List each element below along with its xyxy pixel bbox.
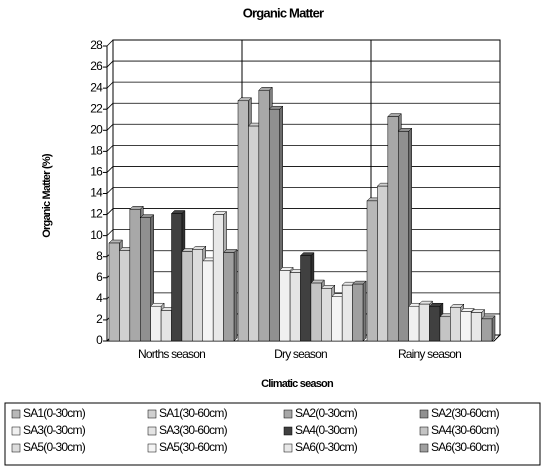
bar-side <box>362 280 367 342</box>
y-tick-label: 0 <box>96 333 103 347</box>
legend-label: SA3(0-30cm) <box>23 423 86 437</box>
legend-swatch <box>419 443 429 453</box>
bar <box>341 284 353 342</box>
bar <box>212 214 224 342</box>
bar <box>439 316 451 342</box>
legend-label: SA2(30-60cm) <box>431 406 500 420</box>
y-tick-label: 20 <box>90 122 103 136</box>
bar <box>119 250 131 342</box>
bar <box>108 242 120 342</box>
legend-swatch <box>283 426 293 436</box>
bar <box>352 283 364 342</box>
y-tick-label: 8 <box>96 249 103 263</box>
bar <box>289 272 301 342</box>
bar-side <box>233 248 238 342</box>
grid-line-floor <box>106 145 114 152</box>
y-tick-label: 6 <box>96 270 103 284</box>
bar <box>481 318 493 342</box>
y-tick-label: 18 <box>90 144 103 158</box>
grid-line-floor <box>106 208 114 215</box>
bar <box>366 200 378 342</box>
bar <box>377 185 389 342</box>
legend-label: SA5(30-60cm) <box>159 440 228 454</box>
legend-label: SA1(30-60cm) <box>159 406 228 420</box>
bar <box>310 282 322 342</box>
legend-label: SA2(0-30cm) <box>295 406 358 420</box>
bar <box>279 270 291 342</box>
x-tick-label: Rainy season <box>398 347 461 361</box>
y-tick-label: 28 <box>90 38 103 52</box>
legend-swatch <box>11 426 21 436</box>
bar <box>181 251 193 342</box>
y-tick-label: 4 <box>96 291 103 305</box>
legend-box <box>4 402 541 466</box>
bar <box>418 303 430 342</box>
bar <box>387 116 399 342</box>
bar <box>331 296 343 342</box>
legend-swatch <box>419 409 429 419</box>
bar-side <box>491 315 496 342</box>
bar <box>140 217 151 342</box>
x-tick-label: Dry season <box>274 347 327 361</box>
bar <box>300 255 312 342</box>
legend-swatch <box>283 443 293 453</box>
bar <box>150 305 162 342</box>
y-tick-label: 10 <box>90 228 103 242</box>
bar <box>202 260 214 342</box>
bar <box>248 125 260 342</box>
x-tick-label: Norths season <box>138 347 205 361</box>
y-tick-label: 16 <box>90 165 103 179</box>
legend-swatch <box>283 409 293 419</box>
legend-swatch <box>147 426 157 436</box>
bar <box>160 310 172 342</box>
grid-line-floor <box>106 60 114 68</box>
grid-line-floor <box>106 81 114 89</box>
bar <box>192 249 203 342</box>
legend-swatch <box>147 443 157 453</box>
x-axis-title: Climatic season <box>261 378 334 390</box>
legend-swatch <box>11 443 21 453</box>
grid-line-floor <box>106 124 114 131</box>
y-tick-label: 14 <box>90 186 103 200</box>
y-tick-label: 26 <box>90 59 103 73</box>
y-tick-label: 24 <box>90 80 103 94</box>
legend-swatch <box>419 426 429 436</box>
grid-line-floor <box>106 229 114 236</box>
bar <box>237 100 249 342</box>
bar <box>398 131 409 342</box>
legend-label: SA5(0-30cm) <box>23 440 86 454</box>
legend-swatch <box>147 409 157 419</box>
bar <box>470 312 482 342</box>
bar <box>129 209 141 342</box>
legend-label: SA3(30-60cm) <box>159 423 228 437</box>
y-tick-label: 22 <box>90 101 103 115</box>
legend-label: SA6(30-60cm) <box>431 440 500 454</box>
grid-line-floor <box>106 102 114 110</box>
bar <box>171 213 183 342</box>
bar <box>223 252 235 342</box>
bar <box>321 288 333 342</box>
grid-line-floor <box>106 166 114 173</box>
bar <box>258 90 270 342</box>
y-axis-title: Organic Matter (%) <box>41 153 53 238</box>
bar <box>408 305 420 342</box>
bar <box>450 307 462 342</box>
legend-label: SA6(0-30cm) <box>295 440 358 454</box>
grid-line-floor <box>106 39 114 47</box>
bar <box>460 311 472 342</box>
bar <box>269 108 280 342</box>
grid-line-floor <box>106 187 114 194</box>
legend-swatch <box>11 409 21 419</box>
y-tick-label: 2 <box>96 312 103 326</box>
bar <box>429 305 441 342</box>
chart-title: Organic Matter <box>243 5 324 20</box>
legend-label: SA1(0-30cm) <box>23 406 86 420</box>
legend-label: SA4(0-30cm) <box>295 423 358 437</box>
y-tick-label: 12 <box>90 207 103 221</box>
legend-label: SA4(30-60cm) <box>431 423 500 437</box>
